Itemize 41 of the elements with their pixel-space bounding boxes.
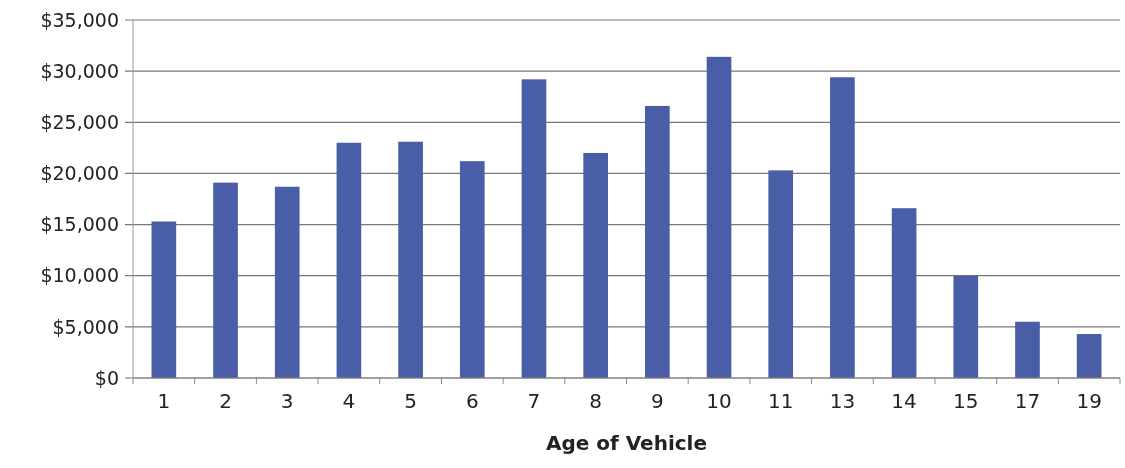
y-tick-label: $0 xyxy=(94,366,119,389)
y-tick-label: $20,000 xyxy=(40,162,119,185)
x-tick-label: 3 xyxy=(280,389,294,413)
y-tick-label: $25,000 xyxy=(40,110,119,133)
x-tick-label: 4 xyxy=(342,389,356,413)
x-tick-label: 5 xyxy=(404,389,417,413)
bar xyxy=(953,275,979,378)
bar xyxy=(213,182,238,378)
x-tick-label: 7 xyxy=(527,389,541,413)
y-tick-label: $30,000 xyxy=(40,59,119,82)
x-tick-label: 14 xyxy=(891,389,917,413)
bar xyxy=(1015,321,1040,378)
x-tick-label: 8 xyxy=(589,389,603,413)
x-tick-label: 6 xyxy=(465,389,479,413)
y-tick-label: $10,000 xyxy=(40,264,119,287)
bar xyxy=(151,221,177,378)
bar xyxy=(1076,334,1102,378)
bar xyxy=(645,105,670,378)
bar xyxy=(521,79,547,378)
x-tick-label: 2 xyxy=(219,389,232,413)
bar xyxy=(768,170,794,378)
bar xyxy=(583,152,608,378)
bar xyxy=(459,161,485,378)
bar xyxy=(274,186,300,378)
x-tick-label: 19 xyxy=(1076,389,1102,413)
x-tick-label: 17 xyxy=(1014,389,1041,413)
bar xyxy=(706,56,732,378)
x-tick-label: 10 xyxy=(706,389,732,413)
bar xyxy=(336,142,362,378)
y-tick-label: $15,000 xyxy=(40,213,119,236)
x-tick-label: 11 xyxy=(767,389,794,413)
y-tick-label: $35,000 xyxy=(40,8,119,31)
x-tick-label: 13 xyxy=(829,389,856,413)
x-tick-label: 15 xyxy=(953,389,979,413)
y-tick-label: $5,000 xyxy=(52,315,119,338)
bar xyxy=(891,208,917,378)
bar xyxy=(830,77,855,378)
x-axis-title: Age of Vehicle xyxy=(545,431,708,455)
x-tick-label: 9 xyxy=(650,389,664,413)
bar xyxy=(398,141,423,378)
x-tick-label: 1 xyxy=(157,389,171,413)
